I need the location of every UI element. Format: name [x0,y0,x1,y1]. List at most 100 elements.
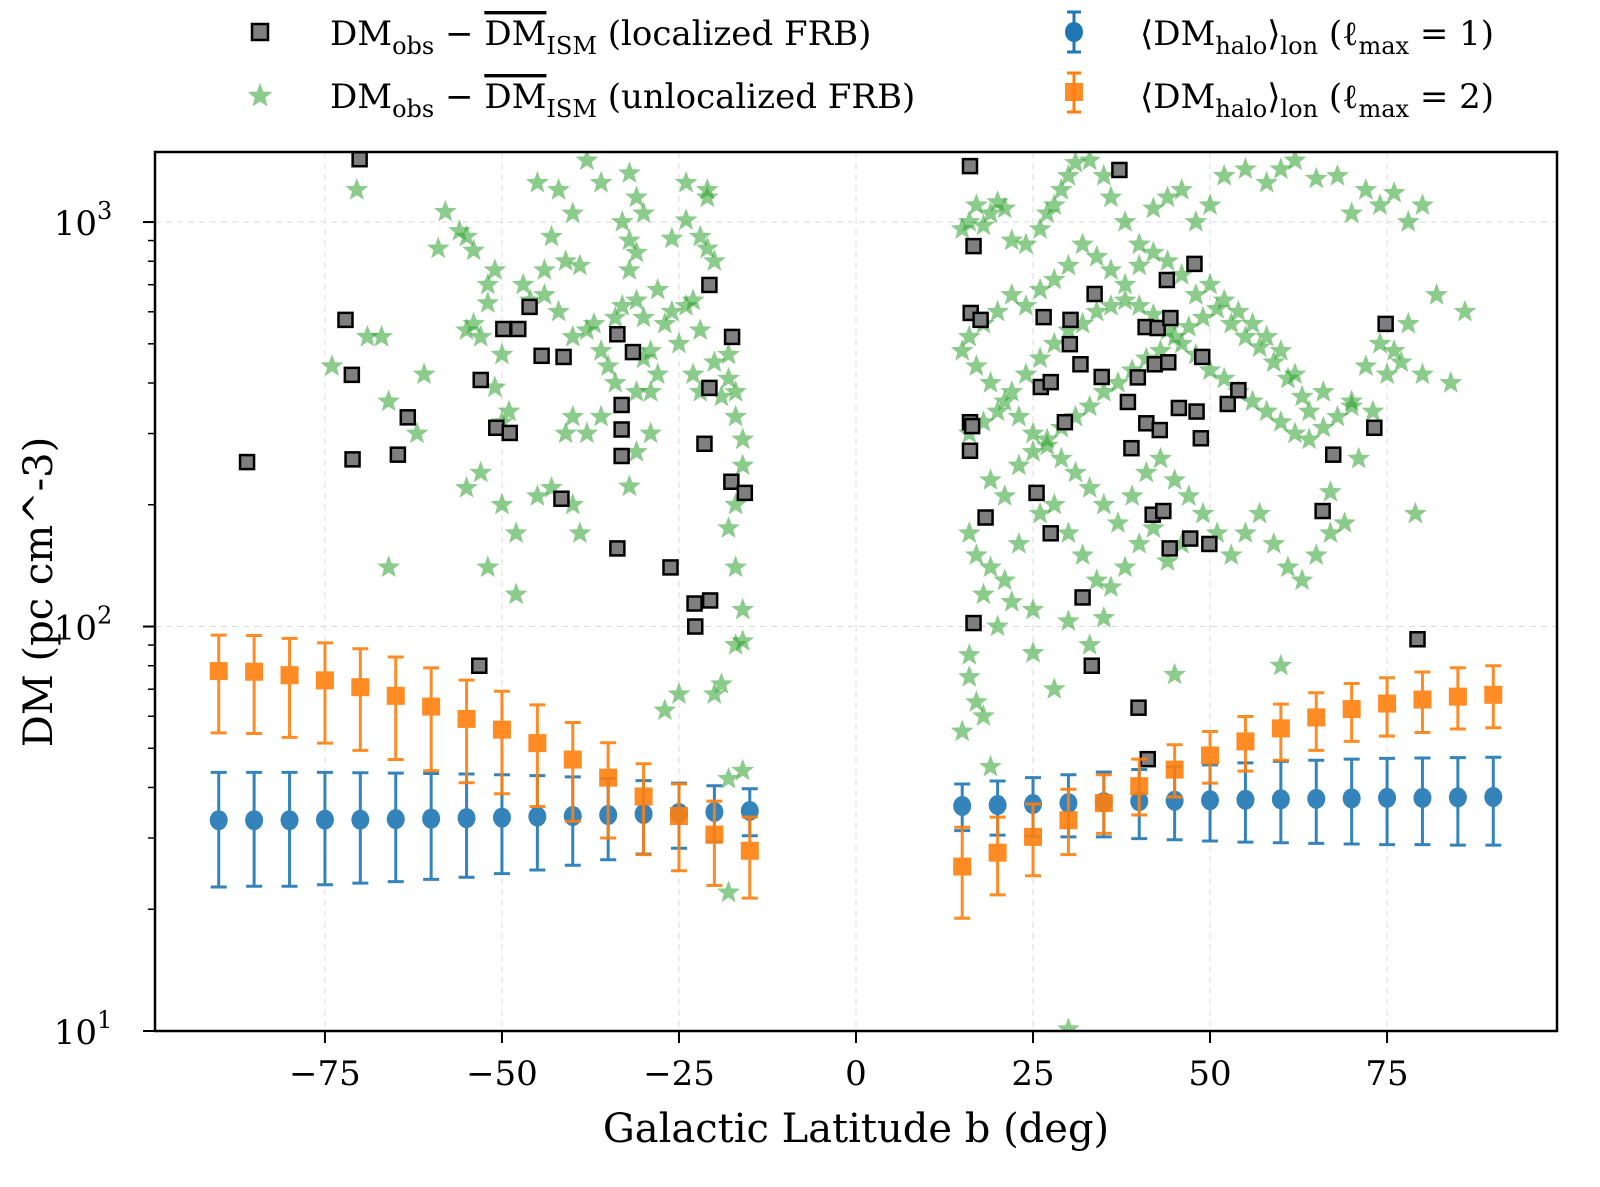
unlocalized-frb-point [632,346,655,369]
unlocalized-frb-point [1163,468,1186,490]
unlocalized-frb-point [957,324,981,347]
localized-frb-point [696,435,713,453]
unlocalized-frb-point [1042,331,1066,354]
unlocalized-frb-point [345,178,369,200]
unlocalized-frb-point [1283,152,1307,171]
halo-lmax2-point [1378,676,1397,738]
unlocalized-frb-point [1304,166,1328,189]
unlocalized-frb-point [674,208,698,230]
halo-lmax1-point [1307,758,1326,845]
unlocalized-frb-point [1085,244,1109,267]
unlocalized-frb-point [957,643,981,665]
unlocalized-frb-point [731,629,755,651]
unlocalized-frb-point [660,299,684,322]
halo-lmax2-point [1130,757,1149,817]
unlocalized-frb-point [561,404,585,427]
localized-frb-point [1409,631,1426,648]
legend-label: DMobs − DMISM (localized FRB) [330,14,871,60]
unlocalized-frb-point [412,362,436,385]
halo-lmax1-marker [1307,788,1326,809]
localized-frb-point [1061,335,1079,353]
localized-frb-point [1042,525,1059,542]
unlocalized-frb-point [1078,152,1102,171]
x-axis-label: Galactic Latitude b (deg) [603,1106,1109,1152]
unlocalized-frb-point [667,331,691,354]
halo-lmax2-point [1236,715,1255,773]
unlocalized-frb-point [1021,597,1045,620]
localized-frb-point [351,152,368,168]
unlocalized-frb-point [1042,677,1066,699]
unlocalized-frb-point [724,492,747,515]
unlocalized-frb-point [1453,299,1477,322]
unlocalized-frb-point [1035,427,1059,450]
unlocalized-frb-point [1248,335,1271,358]
localized-frb-point [965,614,982,632]
halo-lmax1-marker [1236,789,1255,810]
localized-frb-point [1062,311,1079,329]
unlocalized-frb-point [540,224,563,247]
unlocalized-frb-point [979,555,1002,578]
unlocalized-frb-point [703,249,726,271]
legend-marker-star-icon [247,83,273,107]
unlocalized-frb-point [618,228,641,251]
unlocalized-frb-point [1248,501,1271,524]
unlocalized-frb-point [1439,371,1463,393]
unlocalized-frb-point [540,476,563,498]
unlocalized-frb-point [1283,421,1307,444]
unlocalized-frb-point [965,193,988,215]
unlocalized-frb-point [625,288,648,311]
localized-frb-point [1129,369,1147,386]
unlocalized-frb-point [695,178,719,200]
localized-frb-point [1161,540,1178,557]
halo-lmax2-marker [1236,732,1255,751]
halo-lmax1-marker [953,795,972,816]
unlocalized-frb-point [547,299,570,322]
halo-lmax2-marker [1342,700,1361,719]
halo-lmax2-point [599,741,618,840]
localized-frb-point [972,311,989,329]
halo-lmax1-marker [528,806,547,827]
x-tick-label: 75 [1365,1054,1408,1094]
unlocalized-frb-point [1170,532,1194,554]
halo-lmax1-point [457,772,476,879]
unlocalized-frb-point [1035,433,1059,456]
unlocalized-frb-point [1120,484,1144,506]
halo-lmax2-point [988,815,1007,897]
unlocalized-frb-point [603,371,627,393]
unlocalized-frb-point [1156,318,1179,340]
unlocalized-frb-point [1113,288,1137,311]
unlocalized-frb-point [589,339,613,361]
halo-lmax2-point [1342,681,1361,743]
unlocalized-frb-point [526,484,549,506]
localized-frb-point [687,618,704,635]
halo-lmax2-point [492,689,511,796]
unlocalized-frb-point [625,380,648,402]
x-tick-label: −50 [466,1054,538,1094]
halo-lmax1-point [422,772,441,881]
unlocalized-frb-point [660,226,684,249]
unlocalized-frb-point [1007,453,1031,476]
unlocalized-frb-point [469,324,493,347]
unlocalized-frb-point [1276,366,1300,389]
unlocalized-frb-point [1000,590,1024,612]
unlocalized-frb-point [1255,399,1279,422]
halo-lmax1-point [1413,756,1432,847]
unlocalized-frb-point [1149,339,1172,361]
localized-frb-point [1093,368,1110,386]
unlocalized-frb-point [681,288,705,311]
localized-frb-point [609,540,626,557]
halo-lmax1-marker [386,809,405,830]
halo-lmax1-point [1484,755,1503,847]
unlocalized-frb-point [462,238,485,261]
unlocalized-frb-point [1049,178,1073,200]
unlocalized-frb-point [1127,232,1151,255]
localized-frb-point [624,343,642,361]
halo-lmax2-point [457,678,476,785]
halo-lmax2-marker [351,678,370,697]
halo-lmax2-point [1059,787,1078,857]
unlocalized-frb-point [1028,501,1052,524]
unlocalized-frb-point [1134,346,1158,369]
unlocalized-frb-point [1042,492,1066,515]
halo-lmax1-marker [492,807,511,828]
unlocalized-frb-point [1382,339,1406,361]
